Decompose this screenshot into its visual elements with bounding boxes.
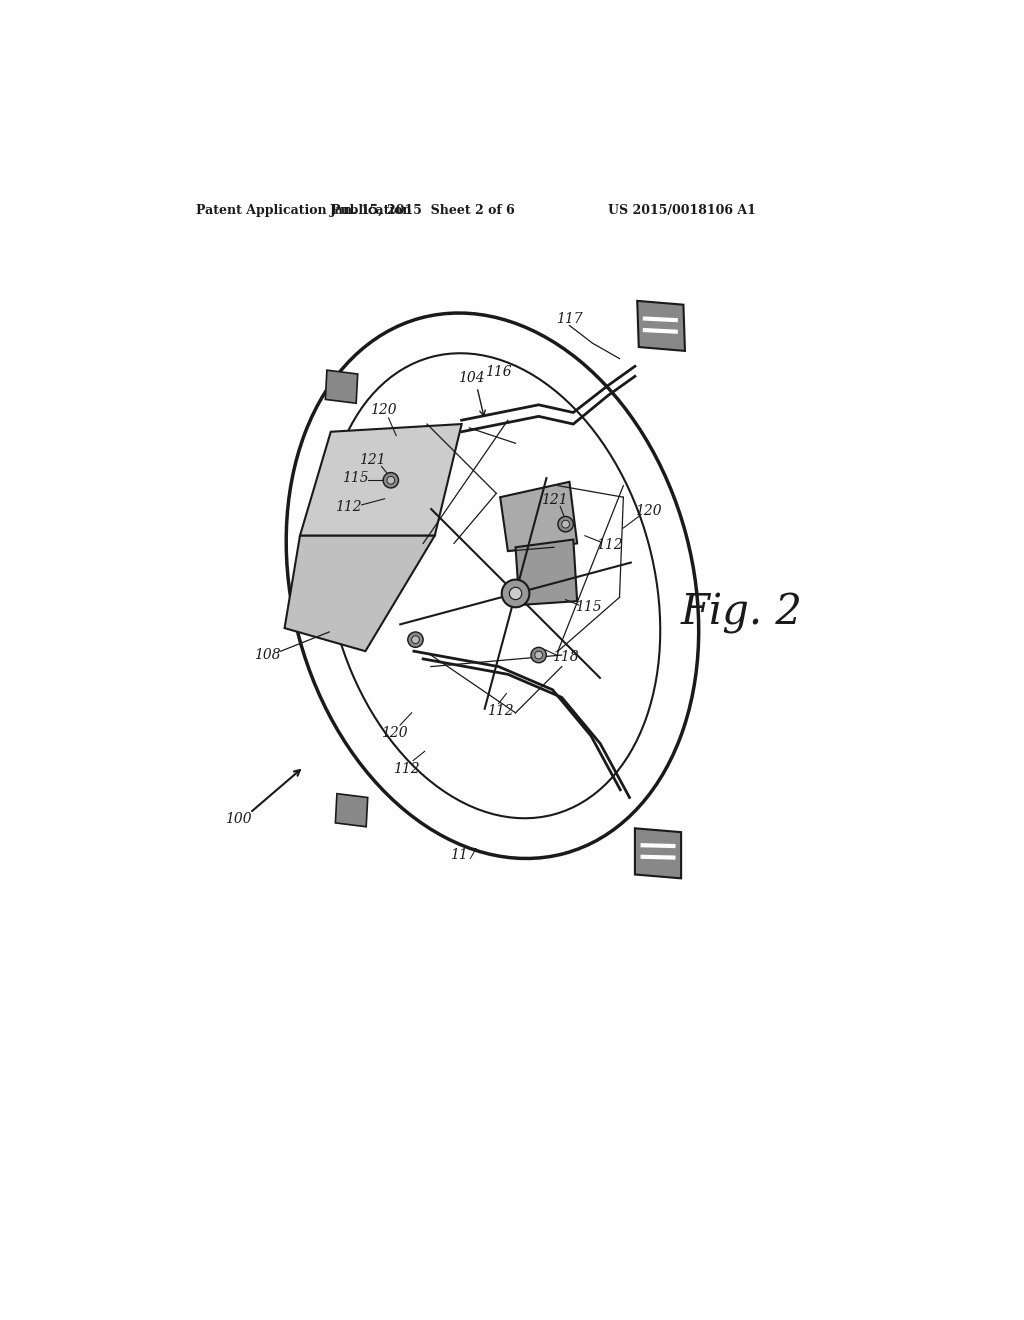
Polygon shape: [285, 536, 435, 651]
Polygon shape: [300, 424, 462, 536]
Text: 117: 117: [450, 849, 476, 862]
Polygon shape: [336, 793, 368, 826]
Polygon shape: [515, 540, 578, 605]
Text: 120: 120: [381, 726, 408, 739]
Text: US 2015/0018106 A1: US 2015/0018106 A1: [608, 205, 756, 218]
Text: 116: 116: [485, 366, 512, 379]
Text: Fig. 2: Fig. 2: [681, 591, 803, 634]
Text: 120: 120: [635, 504, 662, 517]
Circle shape: [558, 516, 573, 532]
Text: 100: 100: [225, 812, 252, 826]
Text: 120: 120: [370, 403, 396, 417]
Text: 115: 115: [342, 471, 369, 484]
Text: 121: 121: [541, 492, 567, 507]
Circle shape: [502, 579, 529, 607]
Polygon shape: [637, 301, 685, 351]
Circle shape: [562, 520, 569, 528]
Text: Patent Application Publication: Patent Application Publication: [196, 205, 412, 218]
Text: 112: 112: [393, 762, 420, 776]
Circle shape: [535, 651, 543, 659]
Text: 121: 121: [359, 453, 386, 467]
Circle shape: [509, 587, 521, 599]
Text: 118: 118: [552, 651, 579, 664]
Text: 117: 117: [556, 312, 583, 326]
Text: 115: 115: [575, 599, 602, 614]
Text: 112: 112: [335, 500, 361, 515]
Text: Jan. 15, 2015  Sheet 2 of 6: Jan. 15, 2015 Sheet 2 of 6: [331, 205, 516, 218]
Text: 112: 112: [596, 539, 623, 552]
Circle shape: [408, 632, 423, 647]
Circle shape: [412, 636, 419, 644]
Polygon shape: [500, 482, 578, 552]
Text: 112: 112: [486, 705, 513, 718]
Polygon shape: [326, 370, 357, 404]
Text: 104: 104: [459, 371, 485, 385]
Polygon shape: [635, 829, 681, 878]
Circle shape: [383, 473, 398, 488]
Circle shape: [531, 647, 547, 663]
Text: 108: 108: [254, 648, 281, 663]
Circle shape: [387, 477, 394, 484]
